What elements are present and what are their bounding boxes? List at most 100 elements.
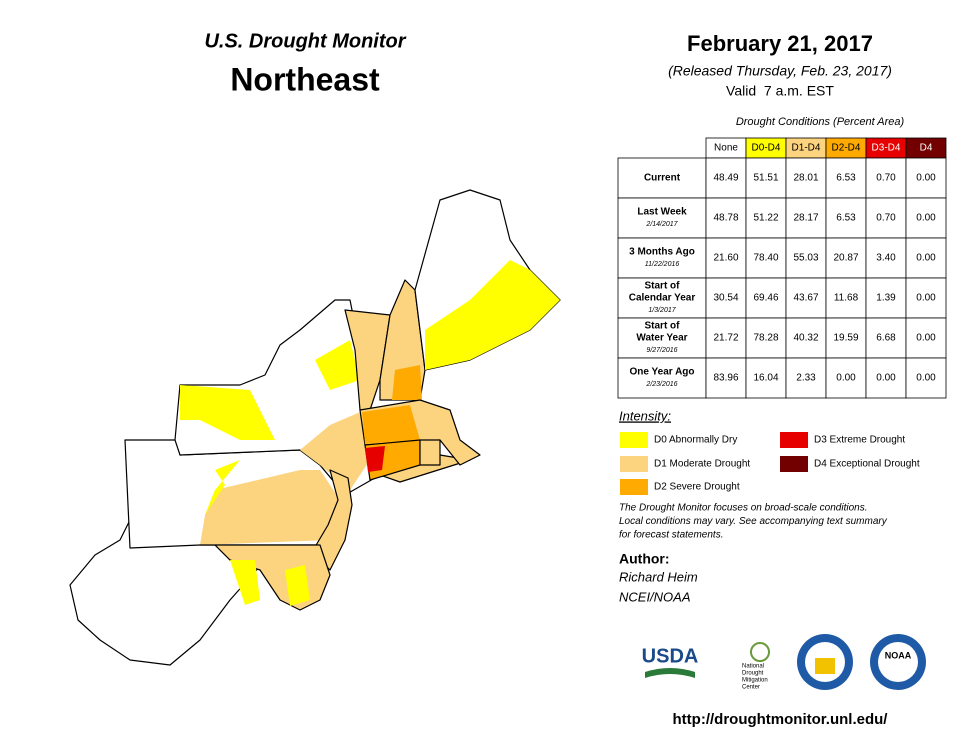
value-cell [785, 357, 827, 399]
me-d0 [425, 260, 560, 370]
legend-swatch [620, 432, 648, 448]
date: February 21, 2017 [687, 31, 873, 56]
value-cell [865, 317, 907, 359]
value: 3.40 [876, 253, 896, 264]
value: 19.59 [833, 333, 858, 344]
value: 6.68 [876, 333, 896, 344]
value-cell [905, 357, 947, 399]
state-nj [311, 469, 353, 571]
column-header: D3-D4 [872, 143, 901, 154]
conditions-table: Drought Conditions (Percent Area) None D0… [617, 116, 947, 399]
row-label: Water Year [636, 333, 687, 344]
row-date: 11/22/2016 [645, 261, 680, 268]
value: 0.00 [836, 373, 856, 384]
row-label-cell [617, 357, 707, 399]
ndmc-icon [750, 642, 770, 662]
table-caption: Drought Conditions (Percent Area) [736, 116, 905, 128]
pa-d1 [200, 470, 340, 545]
value: 51.51 [753, 173, 778, 184]
row-date: 1/3/2017 [648, 307, 676, 314]
value: 0.00 [916, 173, 936, 184]
md-d0 [230, 560, 260, 605]
value-cell [745, 317, 787, 359]
value-cell [705, 277, 747, 319]
value-cell [905, 277, 947, 319]
noaa-logo: NOAA [885, 650, 912, 660]
row-label-cell [617, 237, 707, 279]
value-cell [785, 317, 827, 359]
legend-swatch [620, 479, 648, 495]
value: 0.00 [876, 373, 896, 384]
legend-swatch [780, 456, 808, 472]
de-d0 [285, 565, 310, 606]
row-label-cell [617, 157, 707, 199]
value-cell [705, 157, 747, 199]
ny-d1 [300, 410, 370, 490]
note-line: for forecast statements. [619, 530, 724, 541]
usda-swoosh [645, 668, 695, 678]
value: 0.00 [916, 333, 936, 344]
row-label: Start of [645, 321, 681, 332]
row-label: 3 Months Ago [629, 247, 695, 258]
ndmc-text: Center [742, 685, 760, 691]
ny-d0b [315, 340, 360, 390]
ct-d3 [365, 446, 385, 472]
note-line: Local conditions may vary. See accompany… [619, 516, 888, 527]
pa-d0 [205, 460, 240, 515]
value-cell [705, 357, 747, 399]
value: 16.04 [753, 373, 778, 384]
value: 48.49 [713, 173, 738, 184]
value: 51.22 [753, 213, 778, 224]
row-label-cell [617, 197, 707, 239]
value: 48.78 [713, 213, 738, 224]
row-date: 9/27/2016 [646, 347, 677, 354]
released: (Released Thursday, Feb. 23, 2017) [668, 63, 892, 79]
map [69, 189, 561, 666]
legend-swatch [620, 456, 648, 472]
value: 21.60 [713, 253, 738, 264]
column-header: D4 [920, 143, 933, 154]
value: 40.32 [793, 333, 818, 344]
nh-d2 [392, 365, 422, 400]
legend-label: D2 Severe Drought [654, 482, 740, 493]
author-name: Richard Heim [619, 569, 698, 584]
url: http://droughtmonitor.unl.edu/ [673, 711, 889, 728]
column-header: D1-D4 [792, 143, 821, 154]
note: The Drought Monitor focuses on broad-sca… [619, 503, 888, 541]
column-header: None [714, 143, 738, 154]
value: 6.53 [836, 213, 856, 224]
value-cell [905, 237, 947, 279]
value: 30.54 [713, 293, 738, 304]
value: 0.00 [916, 253, 936, 264]
noaa-inner [878, 642, 918, 682]
legend-title: Intensity: [619, 408, 671, 423]
value: 11.68 [834, 293, 859, 304]
value: 2.33 [796, 373, 816, 384]
region: Northeast [230, 61, 380, 97]
row-label-cell [617, 277, 707, 319]
row-label: Calendar Year [629, 293, 696, 304]
column-header: D0-D4 [752, 143, 781, 154]
value: 0.00 [916, 373, 936, 384]
value: 1.39 [876, 293, 896, 304]
ndmc-text: Drought [742, 671, 764, 677]
author-org: NCEI/NOAA [619, 589, 691, 604]
value: 20.87 [833, 253, 858, 264]
legend-label: D1 Moderate Drought [654, 459, 750, 470]
legend-label: D3 Extreme Drought [814, 435, 905, 446]
value-cell [825, 237, 867, 279]
value-cell [865, 157, 907, 199]
value: 78.28 [753, 333, 778, 344]
valid: Valid 7 a.m. EST [726, 83, 834, 99]
value: 43.67 [793, 293, 818, 304]
state-ri [419, 439, 441, 466]
ny-d0 [180, 385, 275, 440]
doc-shield [815, 658, 835, 674]
value: 28.01 [793, 173, 818, 184]
value-cell [705, 317, 747, 359]
row-label: Start of [645, 281, 681, 292]
legend-swatch [780, 432, 808, 448]
ma-d2 [362, 405, 420, 444]
